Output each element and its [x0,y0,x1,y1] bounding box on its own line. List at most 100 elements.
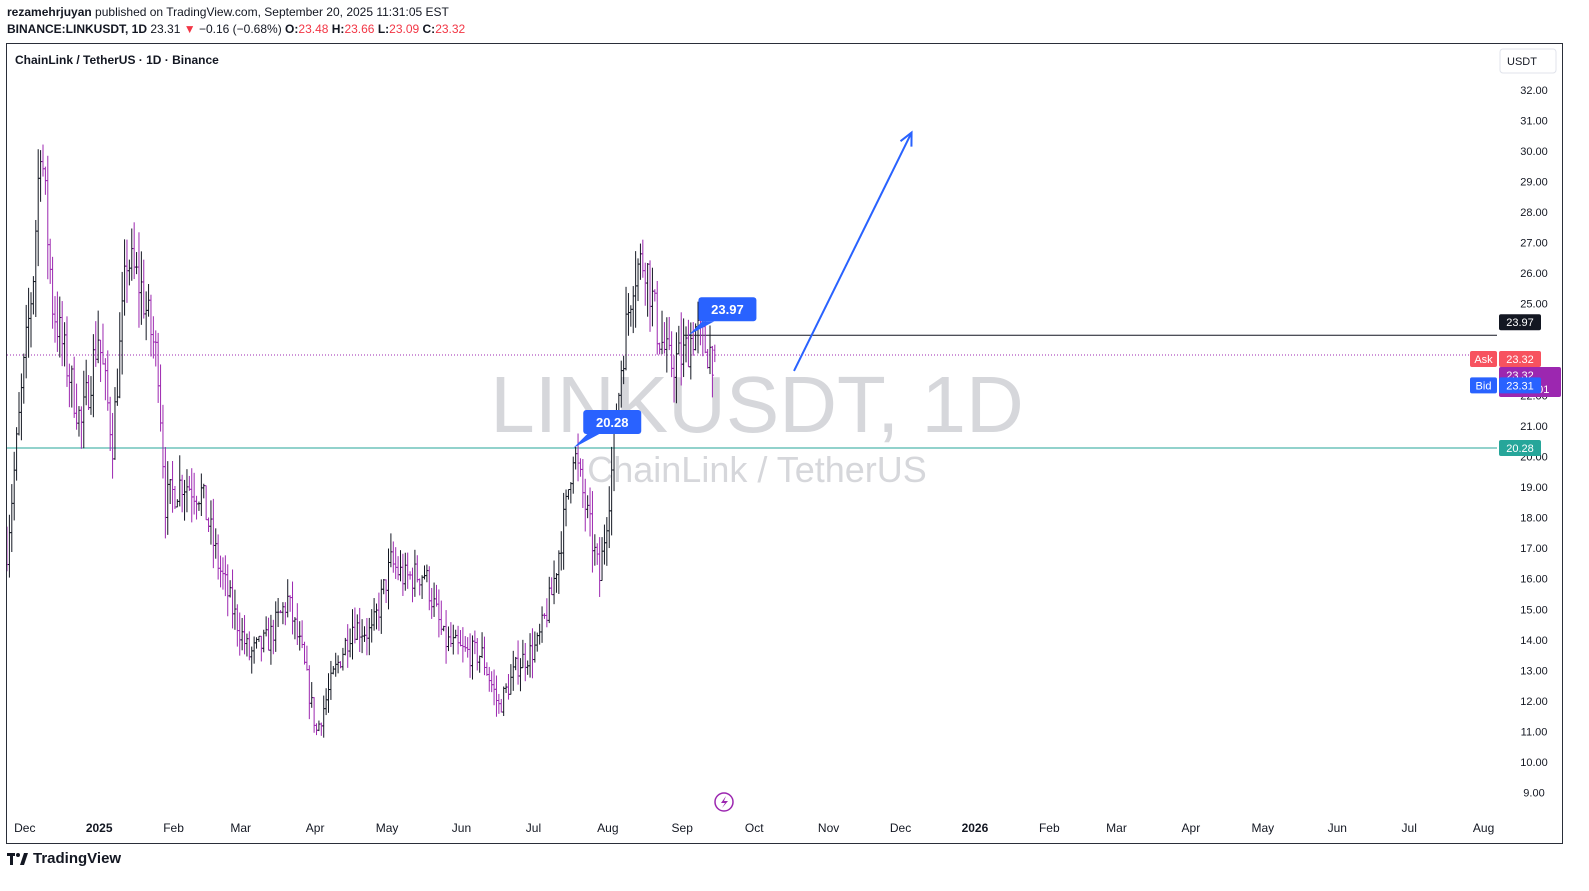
price-tick-label: 27.00 [1520,238,1548,250]
high-value: 23.66 [344,22,375,36]
ohlc-bar [19,373,23,441]
price-marker-tag-bg [1470,377,1497,394]
ohlc-bar [125,239,129,303]
ohlc-bar [17,392,21,436]
time-tick-label: 2025 [86,821,113,835]
price-marker-tag: Bid [1476,380,1492,392]
ohlc-bar [41,144,45,177]
price-tick-label: 13.00 [1520,665,1548,677]
ohlc-bar [137,232,141,328]
ohlc-bar [533,631,537,663]
ohlc-bar [372,598,376,631]
tradingview-brand[interactable]: TradingView [7,850,121,867]
ohlc-bar [91,334,95,418]
ohlc-bar [130,228,134,281]
ohlc-bar [99,339,103,382]
ohlc-bar [295,603,299,645]
ohlc-bar [492,669,496,706]
ohlc-bar [46,155,50,280]
ohlc-bar [329,660,333,700]
ohlc-bar [197,501,201,511]
watermark-name: ChainLink / TetherUS [587,449,927,490]
price-marker-bg [1499,314,1541,331]
price-tick-label: 25.00 [1520,299,1548,311]
price-tick-label: 12.00 [1520,696,1548,708]
price-tick-label: 15.00 [1520,604,1548,616]
ohlc-bar [231,569,235,629]
ohlc-bar [636,258,640,302]
high-label: H: [331,22,345,36]
ohlc-bar [235,604,239,647]
ohlc-bar [713,344,717,363]
ohlc-bar [190,468,194,523]
publisher-name[interactable]: rezamehrjuyan [7,5,92,19]
ohlc-bar [132,222,136,280]
ohlc-bar [228,580,232,598]
ohlc-bar [410,567,414,603]
price-marker-value: 23.32 [1506,354,1534,366]
ohlc-bar [171,460,175,513]
ohlc-bar [240,617,244,651]
price-callout[interactable]: 23.97 [688,297,757,336]
ohlc-bar [559,531,563,571]
ohlc-bar [480,632,484,659]
ohlc-bar [281,602,285,625]
price-tick-label: 10.00 [1520,757,1548,769]
ohlc-bar [111,412,115,479]
currency-button-bg [1499,48,1557,74]
ohlc-bar [684,326,688,363]
open-value: 23.48 [298,22,329,36]
ohlc-bar [27,287,31,358]
ohlc-bar [499,698,503,713]
price-callout[interactable]: 20.28 [573,409,642,448]
trend-arrow[interactable] [793,130,913,372]
ohlc-bar [581,458,585,508]
ohlc-bar [638,243,642,280]
price-tick-label: 11.00 [1521,727,1548,739]
ohlc-bar [7,514,11,578]
ohlc-bar [120,271,124,375]
time-tick-label: Aug [597,821,618,835]
lightning-icon[interactable] [714,792,734,812]
price-marker-value: 23.97 [1506,317,1534,329]
ohlc-bar [444,610,448,664]
ohlc-bar [432,582,436,617]
ohlc-bar [485,662,489,676]
ohlc-bar [322,695,326,738]
ohlc-bar [646,263,650,317]
ohlc-bar [590,491,594,573]
ohlc-bar [24,304,28,379]
ohlc-bar [331,666,335,675]
ohlc-bar [238,612,242,656]
ohlc-bar [413,549,417,597]
currency-button[interactable]: USDT [1499,48,1557,74]
ohlc-bar [391,541,395,573]
ohlc-bar [569,482,573,504]
ohlc-bar [94,321,98,367]
ohlc-bar [439,600,443,635]
ohlc-bar [204,485,208,521]
ohlc-bar [58,296,62,358]
price-marker-value: 23.31 [1506,380,1534,392]
time-tick-label: May [1252,821,1275,835]
ohlc-bar [315,723,319,736]
ohlc-bar [192,472,196,515]
ohlc-bar [365,617,369,656]
ohlc-bar [422,565,426,580]
ohlc-bar [293,617,297,640]
ohlc-bar [454,629,458,639]
ohlc-bar [427,566,431,611]
ohlc-bar [650,267,654,327]
time-tick-label: Mar [1106,821,1127,835]
price-tick-label: 14.00 [1520,635,1548,647]
ohlc-bar [487,666,491,692]
time-tick-label: Jul [1402,821,1417,835]
ohlc-bar [283,602,287,626]
time-tick-label: Dec [14,821,35,835]
ohlc-bar [187,475,191,491]
ohlc-bar [578,458,582,477]
ohlc-bar [274,601,278,652]
time-tick-label: Apr [1182,821,1201,835]
price-tick-label: 29.00 [1520,177,1548,189]
